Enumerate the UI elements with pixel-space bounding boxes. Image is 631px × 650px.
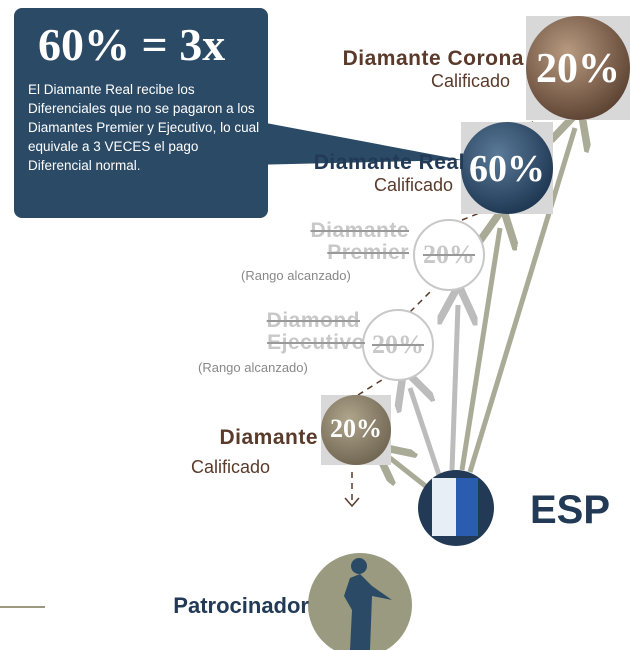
arrow [390, 458, 428, 488]
node-percent: 60% [461, 147, 553, 191]
node-percent: 20% [321, 414, 391, 444]
node-status: Calificado [191, 457, 270, 478]
node-percent: 20% [414, 240, 484, 270]
node-status: Calificado [431, 71, 510, 92]
node-status: (Rango alcanzado) [241, 268, 351, 283]
callout-title: 60% = 3x [38, 18, 225, 71]
sponsor-figure-icon [351, 558, 367, 574]
node-name: Diamond [267, 310, 360, 332]
node-name: Premier [327, 242, 409, 264]
node-name: Diamante [219, 427, 318, 449]
arrow [410, 388, 440, 478]
esp-label: ESP [530, 488, 610, 533]
page: {"callout": {"title": "60% = 3x", "text"… [0, 0, 631, 650]
node-percent: 20% [363, 330, 433, 360]
sponsor-label: Patrocinador [173, 593, 309, 619]
product-box-icon [432, 478, 456, 536]
arrow [452, 305, 458, 470]
node-status: (Rango alcanzado) [198, 360, 308, 375]
node-name: Diamante Corona [343, 48, 524, 70]
callout-text: El Diamante Real recibe los Diferenciale… [28, 80, 260, 175]
node-percent: 20% [526, 45, 630, 93]
node-status: Calificado [374, 175, 453, 196]
node-name: Diamante [310, 220, 409, 242]
node-name: Ejecutivo [267, 332, 365, 354]
node-name: Diamante Real [314, 152, 465, 174]
